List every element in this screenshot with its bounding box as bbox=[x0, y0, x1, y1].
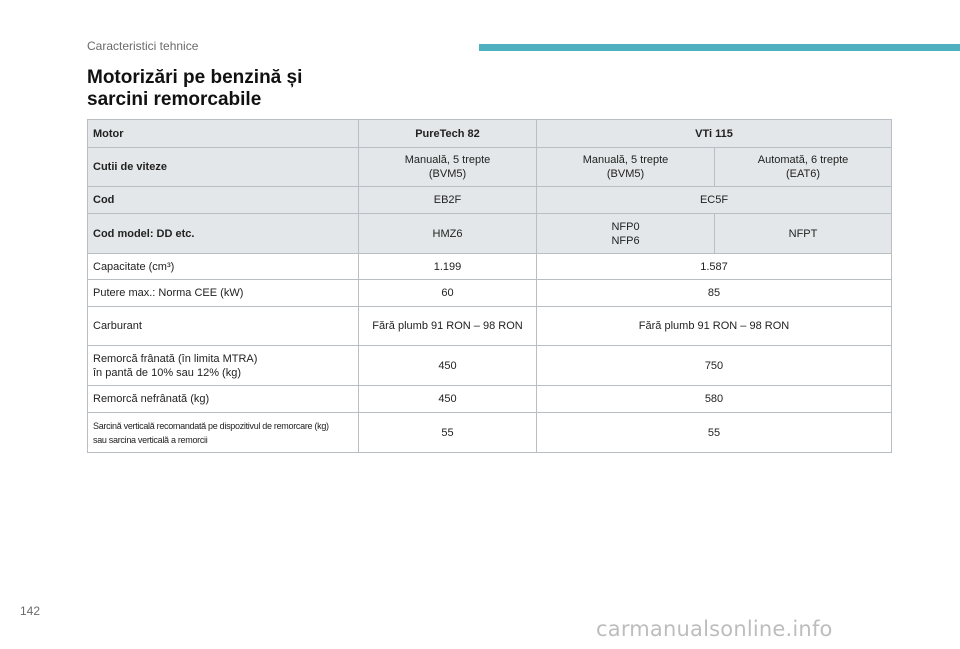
cell-code-2: EC5F bbox=[536, 186, 892, 214]
cell-vertical-load-2: 55 bbox=[536, 412, 892, 453]
cell-model-2-line-2: NFP6 bbox=[611, 234, 640, 247]
cell-motor-vti: VTi 115 bbox=[536, 119, 892, 148]
row-label-code: Cod bbox=[87, 186, 359, 214]
cell-model-3: NFPT bbox=[714, 213, 892, 254]
cell-gearbox-1-line-1: Manuală, 5 trepte bbox=[404, 154, 491, 166]
cell-model-2: NFP0 NFP6 bbox=[536, 213, 715, 254]
cell-gearbox-3-line-1: Automată, 6 trepte bbox=[757, 154, 849, 166]
row-label-power: Putere max.: Norma CEE (kW) bbox=[87, 279, 359, 307]
cell-gearbox-3: Automată, 6 trepte (EAT6) bbox=[714, 147, 892, 187]
row-label-gearbox: Cutii de viteze bbox=[87, 147, 359, 187]
table-row-vertical-load: Sarcină verticală recomandată pe dispozi… bbox=[87, 412, 892, 453]
row-label-braked-trailer-line-1: Remorcă frânată (în limita MTRA) bbox=[93, 352, 258, 365]
specifications-table: Motor PureTech 82 VTi 115 Cutii de vitez… bbox=[87, 119, 892, 453]
cell-fuel-2: Fără plumb 91 RON – 98 RON bbox=[536, 306, 892, 346]
cell-unbraked-trailer-1: 450 bbox=[358, 385, 537, 413]
row-label-motor: Motor bbox=[87, 119, 359, 148]
page-number: 142 bbox=[20, 604, 41, 618]
table-row-power: Putere max.: Norma CEE (kW) 60 85 bbox=[87, 279, 892, 307]
cell-power-2: 85 bbox=[536, 279, 892, 307]
cell-power-1: 60 bbox=[358, 279, 537, 307]
cell-vertical-load-1: 55 bbox=[358, 412, 537, 453]
row-label-braked-trailer-line-2: în pantă de 10% sau 12% (kg) bbox=[93, 366, 241, 379]
row-label-vertical-load-line-2: sau sarcina verticală a remorcii bbox=[93, 434, 208, 445]
table-row-unbraked-trailer: Remorcă nefrânată (kg) 450 580 bbox=[87, 385, 892, 413]
cell-fuel-1: Fără plumb 91 RON – 98 RON bbox=[358, 306, 537, 346]
cell-code-1: EB2F bbox=[358, 186, 537, 214]
row-label-unbraked-trailer: Remorcă nefrânată (kg) bbox=[87, 385, 359, 413]
cell-braked-trailer-2: 750 bbox=[536, 345, 892, 386]
page-title-line-1: Motorizări pe benzină și bbox=[87, 67, 303, 88]
row-label-vertical-load-line-1: Sarcină verticală recomandată pe dispozi… bbox=[93, 420, 329, 431]
watermark: carmanualsonline.info bbox=[596, 617, 833, 641]
page-title-line-2: sarcini remorcabile bbox=[87, 89, 262, 110]
row-label-braked-trailer: Remorcă frânată (în limita MTRA) în pant… bbox=[87, 345, 359, 386]
cell-gearbox-2-line-2: (BVM5) bbox=[606, 168, 645, 180]
row-label-fuel: Carburant bbox=[87, 306, 359, 346]
table-row-fuel: Carburant Fără plumb 91 RON – 98 RON Făr… bbox=[87, 306, 892, 346]
accent-bar bbox=[479, 44, 960, 51]
table-row-capacity: Capacitate (cm³) 1.199 1.587 bbox=[87, 253, 892, 280]
cell-capacity-2: 1.587 bbox=[536, 253, 892, 280]
cell-gearbox-2-line-1: Manuală, 5 trepte bbox=[582, 154, 669, 166]
cell-gearbox-1: Manuală, 5 trepte (BVM5) bbox=[358, 147, 537, 187]
table-row-braked-trailer: Remorcă frânată (în limita MTRA) în pant… bbox=[87, 345, 892, 386]
cell-gearbox-1-line-2: (BVM5) bbox=[428, 168, 467, 180]
table-row-code: Cod EB2F EC5F bbox=[87, 186, 892, 214]
cell-motor-puretech: PureTech 82 bbox=[358, 119, 537, 148]
cell-model-2-line-1: NFP0 bbox=[611, 220, 640, 233]
table-row-gearbox: Cutii de viteze Manuală, 5 trepte (BVM5)… bbox=[87, 147, 892, 187]
row-label-capacity: Capacitate (cm³) bbox=[87, 253, 359, 280]
cell-unbraked-trailer-2: 580 bbox=[536, 385, 892, 413]
table-row-motor: Motor PureTech 82 VTi 115 bbox=[87, 119, 892, 148]
cell-capacity-1: 1.199 bbox=[358, 253, 537, 280]
table-row-model: Cod model: DD etc. HMZ6 NFP0 NFP6 NFPT bbox=[87, 213, 892, 254]
section-label: Caracteristici tehnice bbox=[87, 39, 199, 53]
row-label-vertical-load: Sarcină verticală recomandată pe dispozi… bbox=[87, 412, 359, 453]
cell-gearbox-2: Manuală, 5 trepte (BVM5) bbox=[536, 147, 715, 187]
cell-model-1: HMZ6 bbox=[358, 213, 537, 254]
cell-gearbox-3-line-2: (EAT6) bbox=[785, 168, 821, 180]
page-title: Motorizări pe benzină și sarcini remorca… bbox=[87, 67, 407, 111]
row-label-model: Cod model: DD etc. bbox=[87, 213, 359, 254]
cell-braked-trailer-1: 450 bbox=[358, 345, 537, 386]
